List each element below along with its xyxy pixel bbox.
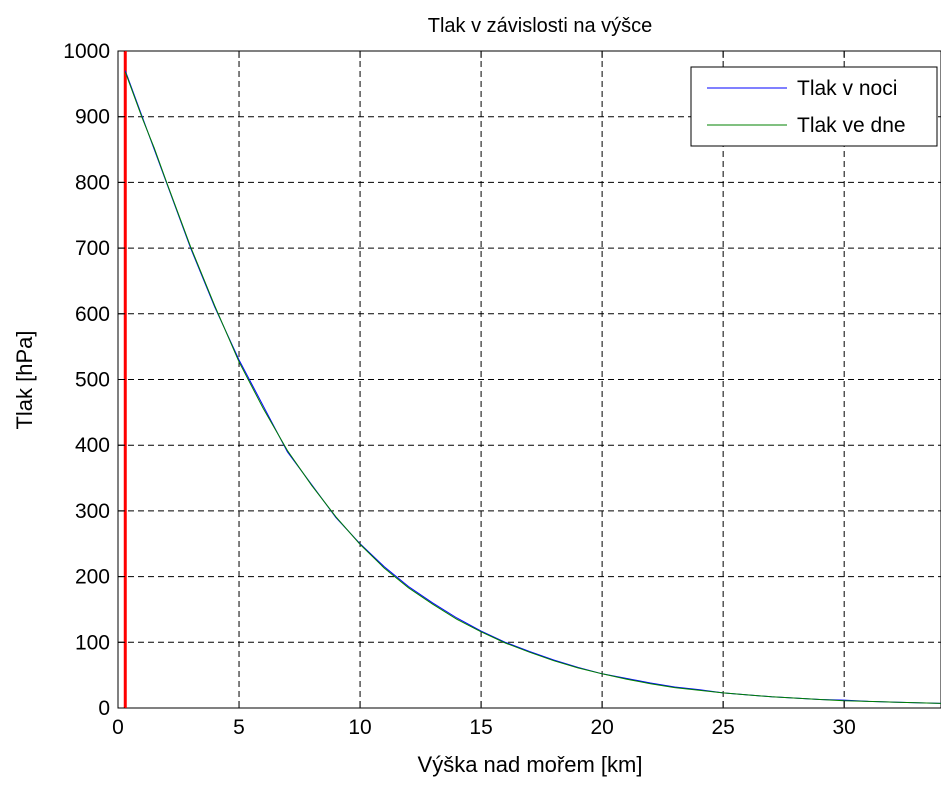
y-tick-label: 500	[75, 369, 110, 392]
legend-box	[690, 66, 938, 147]
y-tick-label: 200	[75, 566, 110, 589]
x-tick-label: 10	[348, 716, 371, 739]
x-tick-label: 15	[469, 716, 492, 739]
x-tick-label: 0	[112, 716, 124, 739]
legend-label-2: Tlak ve dne	[797, 114, 906, 137]
y-tick-label: 600	[75, 303, 110, 326]
x-tick-label: 5	[233, 716, 245, 739]
y-tick-label: 800	[75, 171, 110, 194]
y-tick-label: 0	[98, 697, 110, 720]
y-tick-label: 400	[75, 434, 110, 457]
axis-ticks: 0 5 10 15 20 25 300100200300400500600700800900…	[63, 40, 856, 739]
grid	[118, 51, 941, 708]
chart-title: Tlak v závislosti na výšce	[428, 15, 653, 37]
legend-label-1: Tlak v noci	[797, 77, 897, 100]
y-tick-label: 1000	[63, 40, 110, 63]
series-line-2	[124, 71, 941, 704]
x-tick-label: 30	[832, 716, 855, 739]
y-axis-label: Tlak [hPa]	[12, 330, 37, 429]
y-tick-label: 700	[75, 237, 110, 260]
y-tick-label: 300	[75, 500, 110, 523]
x-axis-label: Výška nad mořem [km]	[418, 752, 643, 777]
x-tick-label: 25	[711, 716, 734, 739]
series-layer	[124, 70, 941, 704]
series-line-1	[124, 70, 941, 704]
legend: Tlak v noci Tlak ve dne	[690, 66, 938, 147]
x-tick-label: 20	[590, 716, 613, 739]
y-tick-label: 100	[75, 631, 110, 654]
y-tick-label: 900	[75, 106, 110, 129]
